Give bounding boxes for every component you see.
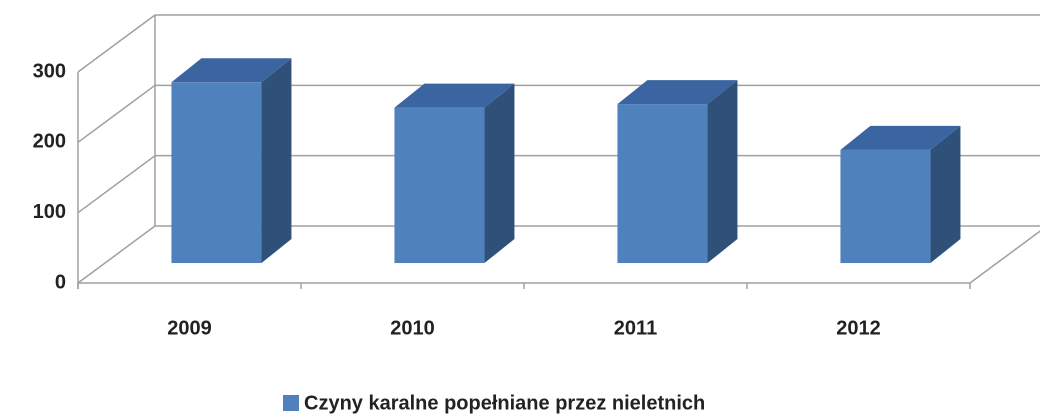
- side-grid-line: [77, 225, 156, 284]
- bar-side: [930, 125, 961, 264]
- bar: [617, 104, 708, 264]
- bar: [171, 82, 262, 264]
- y-tick-label: 0: [55, 271, 66, 293]
- x-tick-label: 2012: [836, 317, 881, 339]
- bar: [394, 107, 485, 264]
- bar-top: [840, 125, 961, 150]
- y-tick-label: 100: [33, 201, 66, 223]
- x-tick-label: 2011: [614, 317, 657, 339]
- y-tick-label: 300: [33, 60, 66, 82]
- bar-top: [394, 83, 515, 108]
- bar-side: [261, 58, 292, 264]
- y-tick-label: 200: [33, 131, 66, 153]
- x-tick-label: 2009: [167, 317, 212, 339]
- legend-label: Czyny karalne popełniane przez nieletnic…: [304, 392, 705, 414]
- side-grid-line: [77, 155, 156, 214]
- bar-side: [707, 80, 738, 264]
- floor-right-edge: [969, 230, 1040, 284]
- bar: [840, 149, 931, 264]
- bar-top: [171, 58, 292, 83]
- bar-top: [617, 80, 738, 105]
- side-grid-line: [77, 14, 156, 73]
- x-tick-label: 2010: [390, 317, 435, 339]
- legend-swatch: [283, 395, 299, 411]
- bar-side: [484, 83, 515, 264]
- side-grid-line: [77, 84, 156, 143]
